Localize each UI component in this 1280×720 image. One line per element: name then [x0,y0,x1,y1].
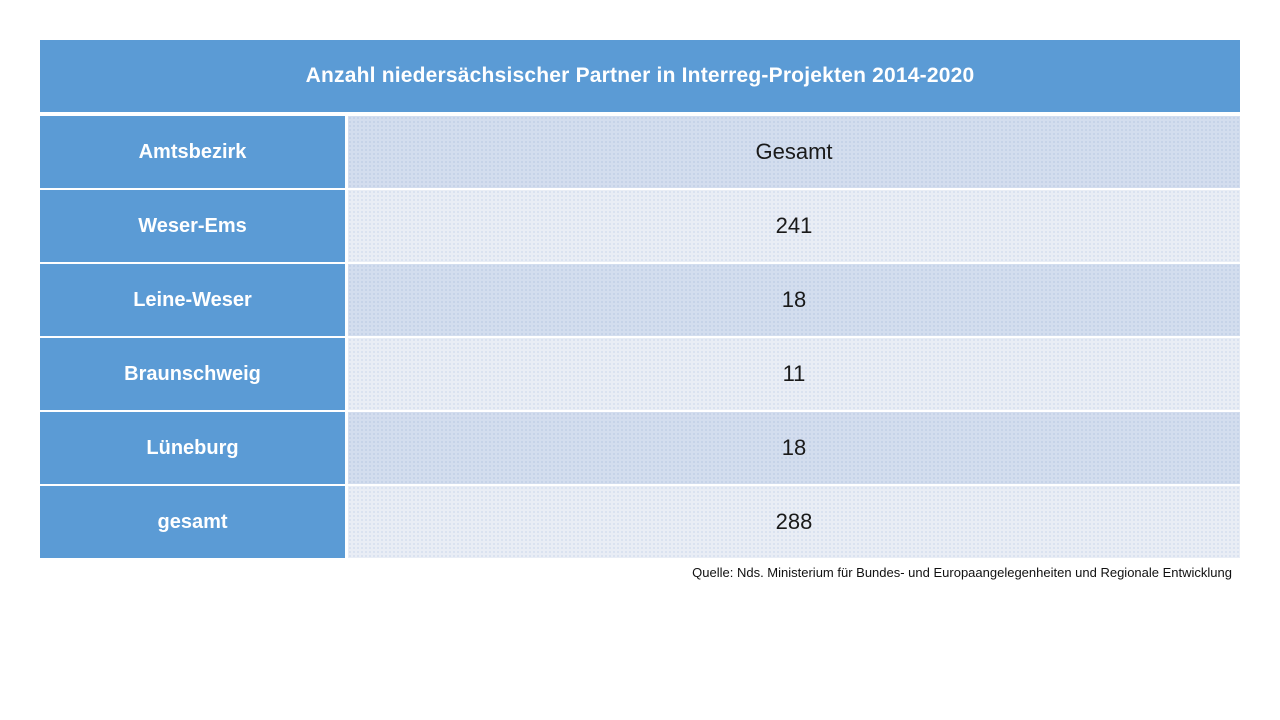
source-note: Quelle: Nds. Ministerium für Bundes- und… [692,565,1232,580]
table-row: Weser-Ems 241 [40,190,1240,262]
row-label-leine-weser: Leine-Weser [40,264,345,336]
row-value-braunschweig: 11 [348,338,1240,410]
table-grid: Amtsbezirk Gesamt Weser-Ems 241 Leine-We… [40,116,1240,558]
row-value-weser-ems: 241 [348,190,1240,262]
column-header-amtsbezirk: Amtsbezirk [40,116,345,188]
table-row: Leine-Weser 18 [40,264,1240,336]
table-row: Lüneburg 18 [40,412,1240,484]
table-row-total: gesamt 288 [40,486,1240,558]
row-value-lueneburg: 18 [348,412,1240,484]
row-label-lueneburg: Lüneburg [40,412,345,484]
row-value-gesamt: 288 [348,486,1240,558]
partners-table: Anzahl niedersächsischer Partner in Inte… [40,40,1240,580]
row-label-braunschweig: Braunschweig [40,338,345,410]
table-row: Braunschweig 11 [40,338,1240,410]
row-value-leine-weser: 18 [348,264,1240,336]
table-title: Anzahl niedersächsischer Partner in Inte… [40,40,1240,112]
row-label-gesamt: gesamt [40,486,345,558]
row-label-weser-ems: Weser-Ems [40,190,345,262]
column-header-gesamt: Gesamt [348,116,1240,188]
table-header-row: Amtsbezirk Gesamt [40,116,1240,188]
